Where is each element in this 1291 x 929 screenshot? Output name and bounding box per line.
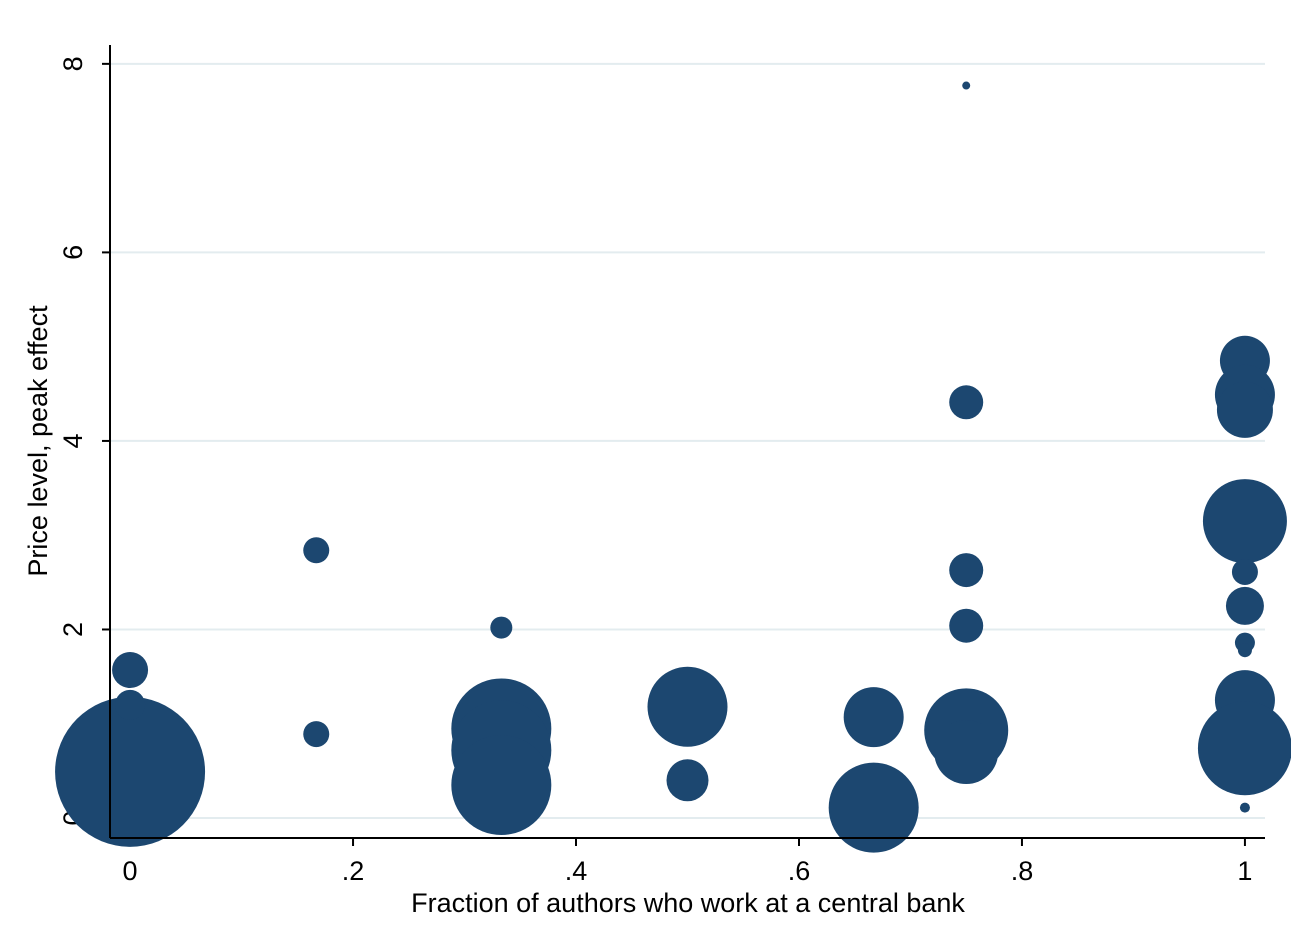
x-axis-title: Fraction of authors who work at a centra…	[411, 888, 965, 918]
y-tick-label: 8	[58, 56, 88, 71]
bubble	[1239, 802, 1250, 813]
bubble	[962, 81, 971, 90]
bubble	[490, 616, 513, 639]
bubble	[934, 720, 999, 785]
bubble	[112, 652, 149, 689]
bubble	[1202, 479, 1287, 564]
bubble	[303, 721, 330, 748]
bubble	[949, 553, 984, 588]
x-tick-label: .2	[342, 856, 365, 886]
bubble	[949, 385, 984, 420]
y-tick-label: 4	[58, 433, 88, 448]
y-axis-title: Price level, peak effect	[23, 305, 53, 577]
bubble	[1216, 381, 1273, 438]
bubble	[949, 608, 984, 643]
bubble	[843, 687, 904, 748]
bubble	[1237, 643, 1252, 658]
bubble	[647, 666, 728, 747]
bubble	[1225, 586, 1264, 625]
bubble	[115, 689, 146, 720]
x-tick-label: 1	[1237, 856, 1252, 886]
x-tick-label: .6	[788, 856, 811, 886]
y-tick-label: 6	[58, 245, 88, 260]
bubble	[303, 537, 330, 564]
x-tick-label: 0	[123, 856, 138, 886]
bubble	[1197, 701, 1291, 796]
x-tick-label: .8	[1011, 856, 1034, 886]
bubble	[55, 696, 206, 847]
bubble	[666, 759, 709, 802]
bubble	[1231, 558, 1258, 585]
y-tick-label: 2	[58, 622, 88, 637]
bubble	[828, 762, 919, 853]
bubble	[451, 735, 552, 836]
x-tick-label: .4	[565, 856, 588, 886]
